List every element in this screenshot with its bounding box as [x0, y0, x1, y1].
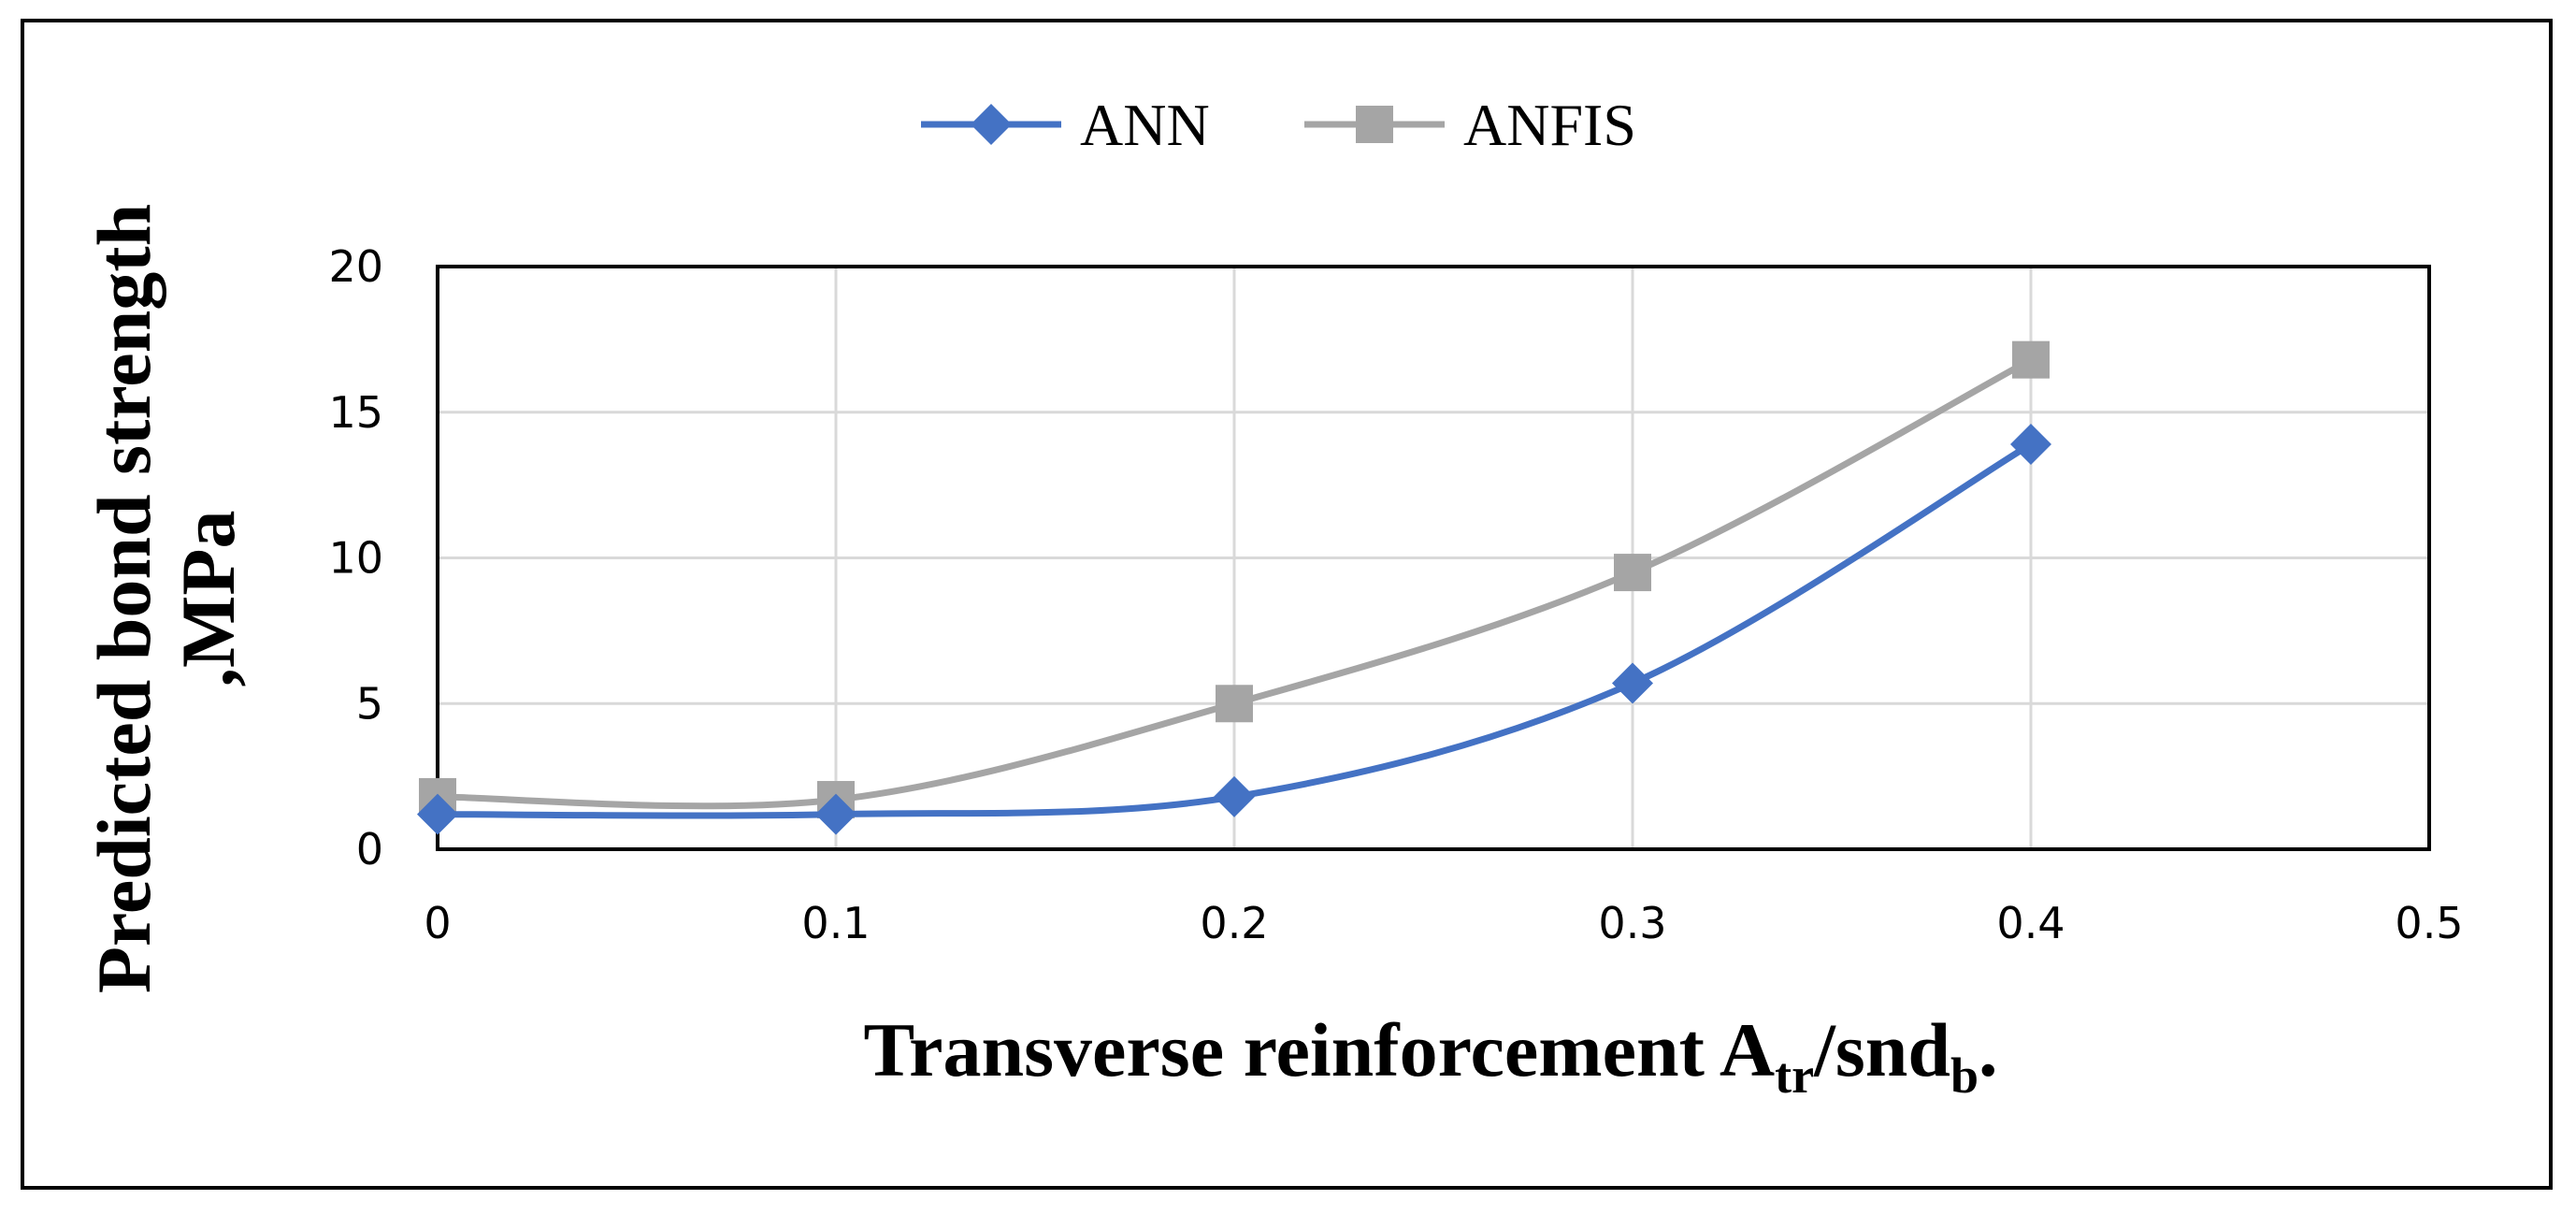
data-point-ann [2010, 424, 2051, 466]
legend-item-ann: ANN [921, 92, 1210, 158]
plot-area [436, 265, 2431, 851]
data-point-ann [417, 793, 458, 835]
x-tick-label: 0.2 [1200, 898, 1268, 948]
x-tick-label: 0.5 [2395, 898, 2463, 948]
x-tick-label: 0 [424, 898, 451, 948]
data-point-ann [1214, 775, 1255, 817]
x-axis-title-main: Transverse reinforcement A [863, 1007, 1775, 1092]
x-axis-title-sub2: b [1950, 1048, 1979, 1104]
series-layer [417, 340, 2051, 835]
x-axis-title-middle: /snd [1813, 1007, 1950, 1092]
figure-frame [21, 19, 2553, 1190]
data-point-anfis [2012, 340, 2050, 379]
y-axis-title-line2: ,MPa [165, 511, 251, 687]
y-axis-title: Predicted bond strength ,MPa [81, 204, 251, 993]
y-tick-label: 15 [328, 387, 383, 438]
x-axis-ticks: 0 0.1 0.2 0.3 0.4 0.5 [424, 898, 2463, 948]
gridlines [436, 265, 2431, 851]
y-tick-label: 5 [356, 678, 383, 729]
legend-item-anfis: ANFIS [1304, 92, 1636, 158]
y-axis-title-line1: Predicted bond strength [81, 204, 166, 993]
data-point-ann [1612, 662, 1653, 704]
y-tick-label: 10 [328, 533, 383, 584]
legend-label-ann: ANN [1080, 92, 1210, 158]
y-tick-label: 20 [328, 241, 383, 292]
series-anfis [419, 340, 2050, 819]
legend-marker-anfis [1356, 106, 1393, 143]
legend: ANN ANFIS [921, 92, 1636, 158]
data-point-anfis [1614, 554, 1651, 592]
y-axis-ticks: 0 5 10 15 20 [328, 241, 383, 874]
x-axis-title: Transverse reinforcement Atr/sndb. [863, 1007, 1997, 1104]
series-ann [417, 424, 2051, 835]
y-tick-label: 0 [356, 824, 383, 874]
x-axis-title-end: . [1979, 1007, 1998, 1092]
legend-marker-ann [971, 104, 1012, 145]
x-axis-title-sub1: tr [1775, 1048, 1814, 1104]
legend-label-anfis: ANFIS [1463, 92, 1636, 158]
data-point-ann [815, 793, 856, 835]
x-tick-label: 0.4 [1996, 898, 2065, 948]
x-tick-label: 0.3 [1598, 898, 1666, 948]
x-tick-label: 0.1 [801, 898, 870, 948]
data-point-anfis [1216, 685, 1253, 723]
